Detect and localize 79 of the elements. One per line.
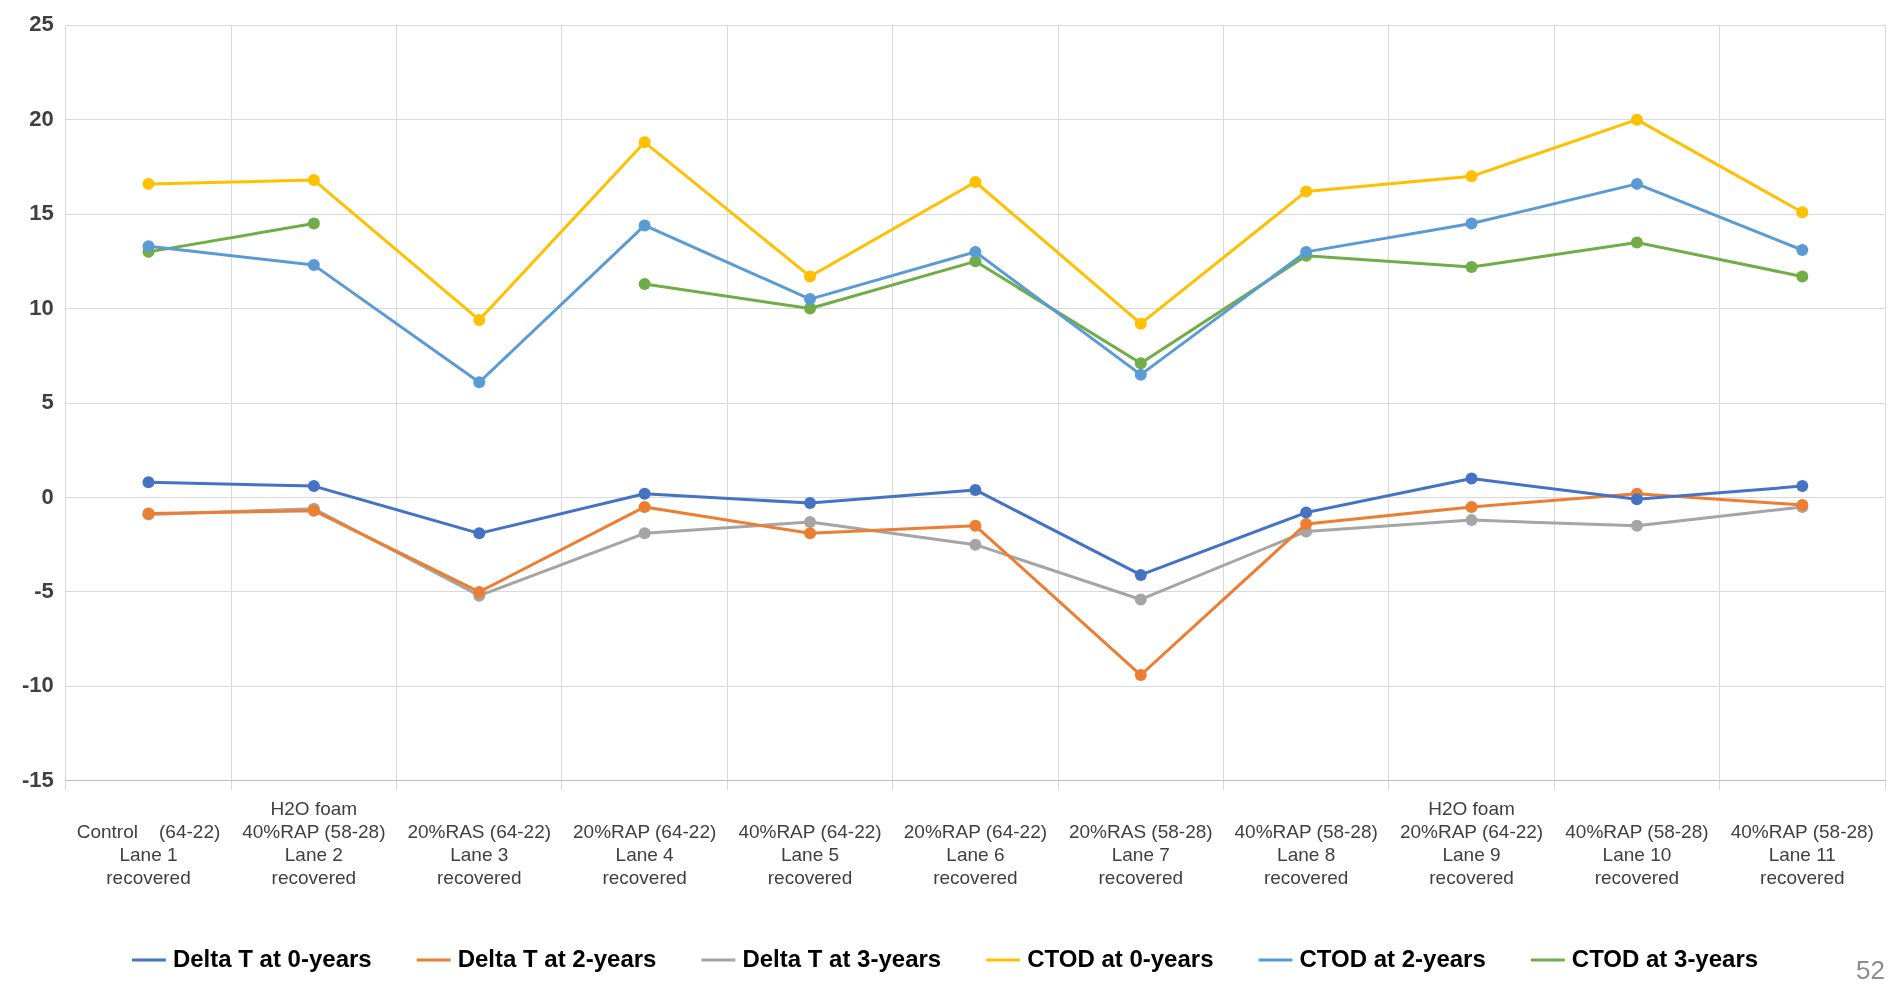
point — [307, 174, 320, 187]
x-tick-label: H2O foam 40%RAP (58-28) Lane 2 recovered — [242, 798, 386, 888]
point — [1465, 170, 1478, 183]
y-tick-label: 20 — [29, 105, 54, 131]
point — [1796, 206, 1809, 219]
y-tick-label: 5 — [41, 389, 54, 415]
x-tick-label: 20%RAP (64-22) Lane 6 recovered — [903, 821, 1048, 888]
point — [1465, 472, 1478, 485]
x-tick-label: 40%RAP (58-28) Lane 8 recovered — [1234, 821, 1378, 888]
legend-label: Delta T at 0-years — [172, 944, 372, 972]
x-tick-label: H2O foam 20%RAP (64-22) Lane 9 recovered — [1399, 798, 1544, 888]
point — [1465, 514, 1478, 527]
point — [1134, 317, 1147, 330]
point — [1630, 236, 1643, 249]
point — [1134, 593, 1147, 606]
point — [307, 259, 320, 272]
point — [1796, 270, 1809, 283]
point — [1630, 177, 1643, 190]
point — [638, 136, 651, 149]
point — [1465, 217, 1478, 230]
point — [804, 270, 817, 283]
x-tick-label: Control (64-22) Lane 1 recovered — [76, 821, 221, 888]
text: 52 — [1856, 955, 1885, 986]
x-tick-label: 20%RAS (58-28) Lane 7 recovered — [1068, 821, 1213, 888]
point — [969, 483, 982, 496]
point — [638, 219, 651, 232]
point — [1465, 260, 1478, 273]
point — [1134, 357, 1147, 370]
point — [307, 480, 320, 493]
point — [1134, 368, 1147, 381]
point — [969, 519, 982, 532]
point — [473, 527, 486, 540]
y-tick-label: -5 — [34, 577, 54, 603]
point — [1134, 669, 1147, 682]
x-tick-label: 40%RAP (64-22) Lane 5 recovered — [738, 821, 882, 888]
legend-label: CTOD at 3-years — [1571, 944, 1759, 972]
y-tick-label: -15 — [22, 766, 54, 792]
y-tick-label: 25 — [29, 11, 54, 37]
point — [1796, 243, 1809, 256]
point — [804, 293, 817, 306]
legend-label: CTOD at 0-years — [1027, 944, 1214, 972]
point — [969, 538, 982, 551]
point — [969, 175, 982, 188]
point — [473, 376, 486, 389]
point — [307, 217, 320, 230]
point — [638, 500, 651, 513]
point — [1796, 480, 1809, 493]
point — [142, 476, 155, 489]
point — [1134, 568, 1147, 581]
point — [804, 497, 817, 510]
point — [804, 527, 817, 540]
x-tick-label: 40%RAP (58-28) Lane 11 recovered — [1730, 821, 1874, 888]
point — [473, 585, 486, 598]
point — [638, 487, 651, 500]
x-tick-label: 40%RAP (58-28) Lane 10 recovered — [1565, 821, 1709, 888]
y-tick-label: 0 — [41, 483, 54, 509]
point — [142, 177, 155, 190]
point — [1465, 500, 1478, 513]
legend-label: Delta T at 3-years — [742, 944, 942, 972]
y-tick-label: -10 — [22, 672, 54, 698]
x-tick-label: 20%RAP (64-22) Lane 4 recovered — [572, 821, 717, 888]
point — [1300, 517, 1313, 530]
point — [804, 516, 817, 529]
point — [969, 245, 982, 258]
point — [638, 527, 651, 540]
y-tick-label: 10 — [29, 294, 54, 320]
point — [1300, 245, 1313, 258]
point — [142, 240, 155, 253]
point — [1630, 519, 1643, 532]
point — [1300, 506, 1313, 519]
legend-label: CTOD at 2-years — [1299, 944, 1486, 972]
point — [1630, 113, 1643, 126]
point — [473, 313, 486, 326]
point — [1630, 493, 1643, 506]
point — [1300, 185, 1313, 198]
y-tick-label: 15 — [29, 200, 54, 226]
legend-label: Delta T at 2-years — [457, 944, 657, 972]
point — [638, 277, 651, 290]
x-tick-label: 20%RAS (64-22) Lane 3 recovered — [407, 821, 552, 888]
